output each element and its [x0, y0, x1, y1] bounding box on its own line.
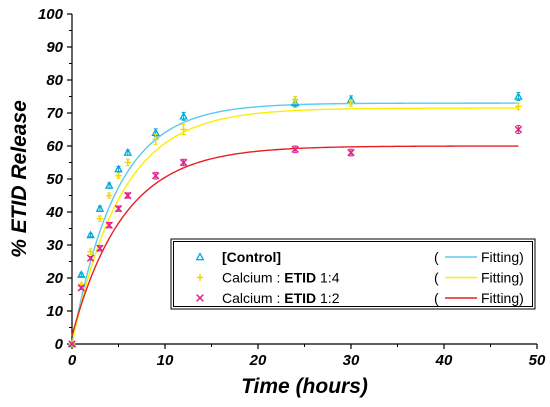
legend-paren: (: [434, 290, 439, 306]
y-tick-label: 70: [46, 105, 63, 122]
data-point: [86, 254, 95, 262]
data-point: [123, 148, 133, 156]
y-tick-label: 0: [55, 336, 64, 353]
x-axis-title: Time (hours): [241, 375, 368, 398]
axes: 0 10 20 30 40 50 0 10 20 30 40 50 60 70 80 90 100: [38, 6, 546, 369]
legend-paren: (: [434, 249, 439, 265]
data-point: [292, 96, 299, 103]
y-tick-label: 90: [46, 39, 63, 56]
legend-box-inner: [173, 241, 533, 307]
legend: [Control] ( Fitting) Calcium : ETID 1:4 ( Fit…: [170, 238, 536, 310]
x-tick-label: 0: [68, 352, 77, 369]
data-point: [105, 221, 113, 229]
legend-fit-label: Fitting): [481, 290, 524, 306]
legend-marker: [196, 294, 204, 302]
data-point: [291, 145, 299, 154]
legend-fit-label: Fitting): [481, 249, 524, 265]
legend-marker: [195, 252, 205, 261]
data-point: [180, 126, 187, 133]
data-point: [68, 340, 76, 348]
data-point: [347, 148, 355, 157]
data-point: [514, 91, 523, 100]
data-point: [124, 191, 132, 200]
y-axis-title: % ETID Release: [8, 100, 31, 258]
data-point: [86, 230, 95, 239]
data-point: [106, 192, 113, 199]
data-point: [96, 215, 104, 222]
y-tick-label: 40: [45, 204, 63, 221]
legend-label: Calcium : ETID 1:4: [222, 270, 340, 286]
x-tick-label: 30: [343, 352, 360, 369]
y-tick-label: 50: [46, 171, 63, 188]
data-point: [115, 172, 122, 179]
data-point: [114, 204, 123, 213]
x-tick-label: 10: [157, 352, 174, 369]
data-point: [179, 158, 188, 167]
fit-curve-1: [71, 107, 519, 345]
data-point: [104, 181, 114, 189]
x-tick-label: 50: [529, 352, 546, 369]
data-point: [515, 103, 522, 110]
data-point: [95, 204, 105, 212]
legend-fit-label: Fitting): [481, 270, 524, 286]
legend-paren: (: [434, 270, 439, 286]
legend-label: Calcium : ETID 1:2: [222, 290, 340, 306]
data-point: [114, 164, 123, 173]
y-tick-label: 20: [45, 270, 63, 287]
data-point: [96, 244, 104, 253]
y-tick-label: 80: [46, 72, 63, 89]
x-tick-label: 20: [249, 352, 267, 369]
data-point: [124, 159, 131, 166]
legend-marker: [196, 274, 204, 281]
legend-label: [Control]: [222, 249, 281, 265]
y-tick-label: 60: [46, 138, 63, 155]
data-point: [87, 248, 94, 255]
data-point: [179, 111, 188, 120]
y-tick-label: 10: [46, 303, 63, 320]
data-point: [514, 125, 523, 134]
data-point: [76, 270, 86, 278]
y-tick-label: 30: [46, 237, 63, 254]
data-points: [67, 91, 523, 348]
data-point: [347, 99, 355, 107]
x-tick-label: 40: [435, 352, 453, 369]
data-point: [152, 136, 159, 143]
y-tick-label: 100: [38, 6, 64, 23]
data-point: [77, 284, 86, 292]
data-point: [151, 171, 160, 180]
